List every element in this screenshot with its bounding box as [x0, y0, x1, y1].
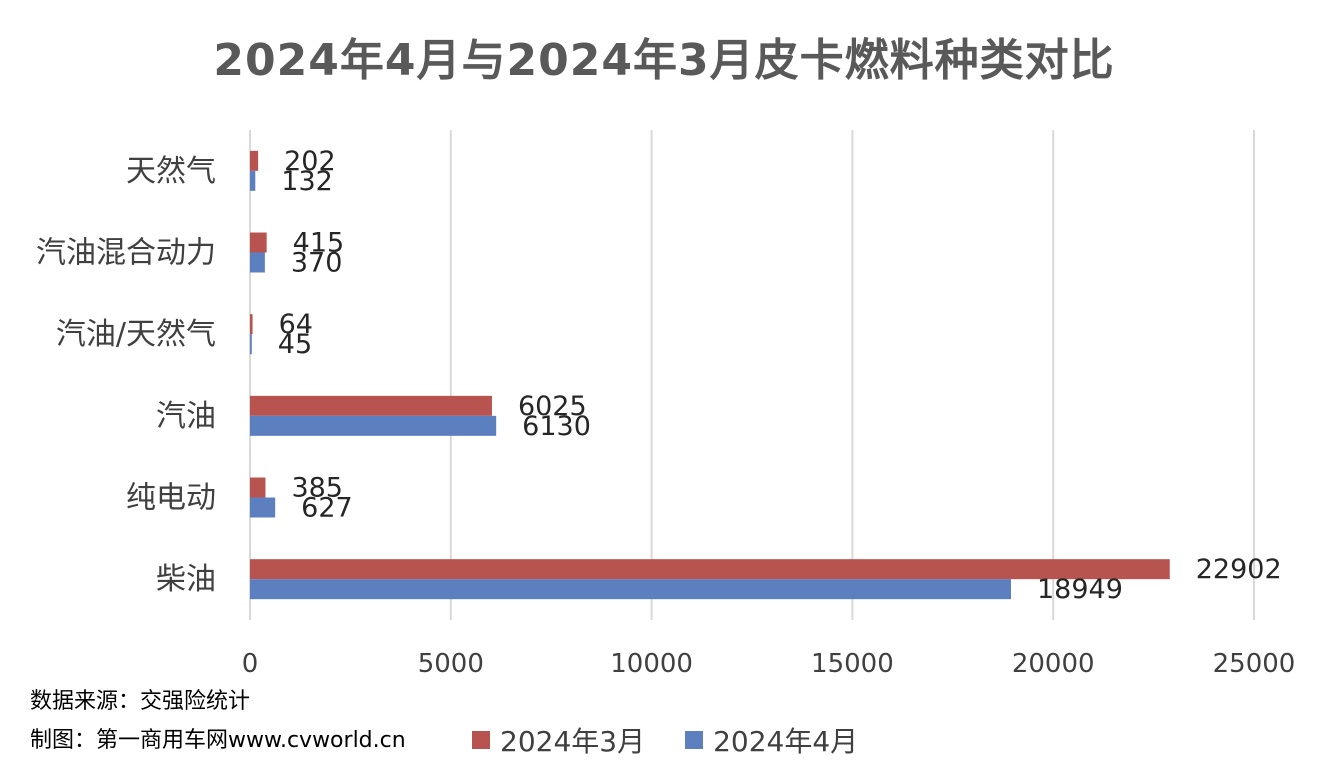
category-label: 天然气 [126, 154, 216, 189]
bar-april [250, 334, 252, 355]
x-tick-label: 25000 [1213, 649, 1296, 679]
data-label-april: 627 [301, 493, 353, 524]
x-tick-label: 20000 [1012, 649, 1095, 679]
bar-april [250, 497, 276, 518]
data-source-note: 数据来源：交强险统计 [30, 689, 251, 714]
data-label-april: 18949 [1037, 574, 1123, 605]
bar-march [250, 314, 253, 335]
bar-march [250, 150, 259, 171]
chart-maker-note: 制图：第一商用车网www.cvworld.cn [30, 728, 406, 753]
x-tick-label: 15000 [811, 649, 894, 679]
data-label-april: 6130 [522, 411, 591, 442]
data-label-march: 22902 [1196, 554, 1282, 585]
data-label-march: 6025 [518, 391, 587, 422]
bar-april [250, 252, 265, 273]
data-label-april: 132 [281, 166, 333, 197]
bar-march [250, 232, 267, 253]
legend-label-april: 2024年4月 [713, 725, 859, 758]
x-tick-label: 10000 [610, 649, 693, 679]
legend-item-april: 2024年4月 [685, 720, 858, 760]
bar-march [250, 395, 492, 416]
category-label: 纯电动 [126, 481, 216, 516]
bar-march [250, 477, 266, 498]
legend-swatch-march [472, 731, 490, 749]
chart-title: 2024年4月与2024年3月皮卡燃料种类对比 [213, 35, 1115, 86]
legend-label-march: 2024年3月 [500, 725, 646, 758]
category-label: 柴油 [156, 562, 216, 597]
data-label-april: 45 [278, 329, 312, 360]
bar-april [250, 415, 497, 436]
x-tick-label: 0 [242, 649, 259, 679]
bar-april [250, 170, 256, 191]
category-label: 汽油混合动力 [36, 236, 216, 271]
data-label-march: 415 [293, 228, 345, 259]
x-tick-label: 5000 [418, 649, 484, 679]
category-label: 汽油 [156, 399, 216, 434]
bar-march [250, 559, 1170, 580]
legend-item-march: 2024年3月 [472, 720, 645, 760]
legend-swatch-april [685, 731, 704, 749]
data-label-april: 370 [291, 248, 343, 279]
category-label: 汽油/天然气 [56, 317, 216, 352]
legend: 2024年3月 2024年4月 [472, 720, 898, 760]
bar-april [250, 579, 1011, 600]
data-label-march: 385 [291, 473, 343, 504]
data-label-march: 202 [284, 146, 336, 177]
data-label-march: 64 [279, 309, 313, 340]
